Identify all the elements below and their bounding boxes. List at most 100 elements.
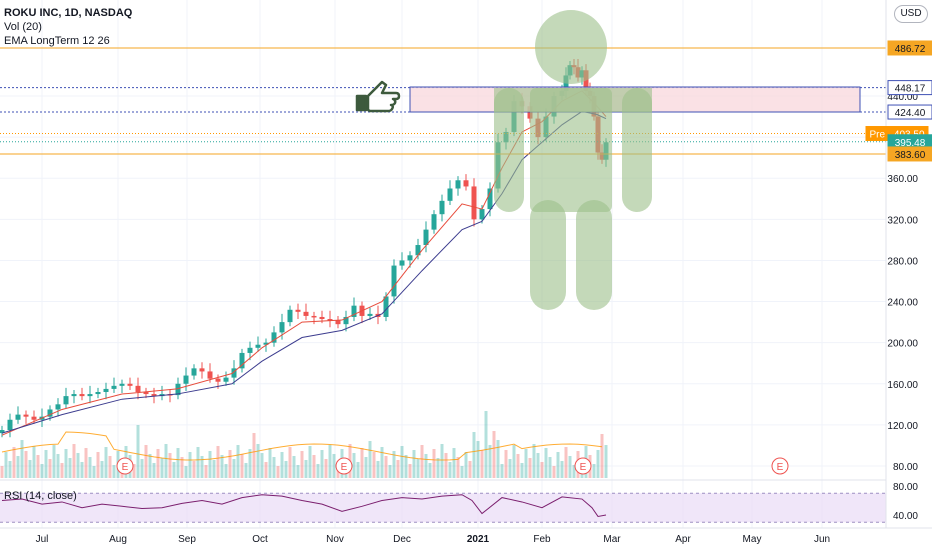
volume-bar: [452, 448, 456, 478]
volume-bar: [460, 466, 464, 478]
level-label-box: [887, 80, 932, 96]
volume-bar: [456, 457, 460, 478]
volume-bar: [396, 460, 400, 478]
candle-body: [15, 414, 21, 420]
volume-bar: [572, 465, 576, 478]
volume-bar: [248, 449, 252, 478]
volume-bar: [408, 464, 412, 478]
pointing-hand-icon: [355, 80, 401, 113]
candle-body: [271, 332, 277, 343]
earnings-marker: [116, 457, 134, 475]
volume-bar: [252, 433, 256, 478]
level-label-text: 448.17: [895, 84, 926, 95]
volume-bar: [196, 447, 200, 478]
earnings-marker-label: E: [122, 462, 129, 473]
volume-bar: [136, 425, 140, 478]
candle-body: [199, 368, 205, 372]
volume-bar: [568, 456, 572, 478]
level-label-box: [887, 40, 932, 56]
level-label-text: 395.48: [895, 138, 926, 149]
volume-indicator-label[interactable]: Vol (20): [4, 21, 42, 33]
level-label-box: [887, 104, 932, 120]
candle-body: [263, 342, 269, 345]
price-tick-label: 240.00: [887, 298, 918, 309]
candle-body: [23, 414, 29, 417]
earnings-marker: [771, 457, 789, 475]
candle-body: [327, 319, 333, 321]
time-tick-label: 2021: [467, 534, 490, 545]
candle-body: [391, 265, 397, 297]
volume-bar: [104, 447, 108, 478]
candle-body: [279, 322, 285, 333]
volume-bar: [32, 446, 36, 478]
price-tick-label: 200.00: [887, 339, 918, 350]
candle-body: [119, 383, 125, 386]
symbol-title[interactable]: ROKU INC, 1D, NASDAQ: [4, 7, 133, 19]
rsi-guides: [0, 492, 886, 523]
level-label-text: 383.60: [895, 150, 926, 161]
volume-bar: [172, 462, 176, 478]
currency-button[interactable]: USD: [894, 5, 928, 23]
time-axis[interactable]: Jul Aug Sep Oct Nov Dec 2021 Feb Mar Apr May Jun: [36, 534, 830, 545]
volume-bar: [364, 457, 368, 478]
volume-bar: [44, 450, 48, 478]
person-figure-drawing: [494, 10, 652, 310]
volume-bar: [164, 444, 168, 478]
time-tick-label: Dec: [393, 534, 411, 545]
rsi-axis[interactable]: 40.00 80.00: [893, 482, 918, 522]
volume-bar: [272, 457, 276, 478]
volume-bar: [72, 444, 76, 478]
volume-bar: [68, 458, 72, 478]
volume-bar: [24, 451, 28, 478]
ema-indicator-label[interactable]: EMA LongTerm 12 26: [4, 35, 110, 47]
candle-body: [103, 388, 109, 392]
rsi-indicator-label[interactable]: RSI (14, close): [4, 490, 77, 502]
candle-body: [367, 313, 373, 316]
volume-bar: [428, 463, 432, 478]
volume-bar: [16, 456, 20, 478]
candle-body: [183, 375, 189, 384]
volume-bar: [536, 453, 540, 478]
volume-bar: [288, 447, 292, 478]
level-label-box: [887, 146, 932, 162]
volume-bar: [472, 432, 476, 478]
volume-bar: [180, 457, 184, 478]
time-tick-label: Nov: [326, 534, 344, 545]
volume-bar: [416, 459, 420, 478]
volume-bar: [532, 444, 536, 478]
volume-bar: [504, 450, 508, 478]
rsi-tick-label: 80.00: [893, 482, 918, 493]
volume-bar: [488, 445, 492, 478]
volume-bar: [64, 449, 68, 478]
candle-body: [191, 368, 197, 376]
candle-body: [255, 344, 261, 348]
volume-bar: [224, 464, 228, 478]
candle-body: [463, 180, 469, 187]
price-tick-label: 360.00: [887, 174, 918, 185]
volume-bar: [160, 458, 164, 478]
volume-bar: [304, 460, 308, 478]
volume-bar: [320, 450, 324, 478]
candle-body: [287, 309, 293, 323]
earnings-marker: [335, 457, 353, 475]
time-tick-label: Oct: [252, 534, 268, 545]
volume-bar: [400, 446, 404, 478]
volume-bar: [144, 445, 148, 478]
candle-body: [487, 188, 493, 210]
volume-bar: [52, 445, 56, 478]
candle-body: [335, 320, 341, 325]
candle-body: [47, 409, 53, 417]
volume-bar: [200, 456, 204, 478]
volume-bar: [176, 448, 180, 478]
volume-bar: [20, 440, 24, 478]
volume-bar: [264, 462, 268, 478]
candle-body: [351, 305, 357, 317]
volume-bar: [480, 450, 484, 478]
volume-bar: [140, 459, 144, 478]
horizontal-levels[interactable]: [0, 47, 886, 155]
volume-bar: [40, 464, 44, 478]
volume-bar: [372, 452, 376, 478]
time-tick-label: May: [743, 534, 762, 545]
